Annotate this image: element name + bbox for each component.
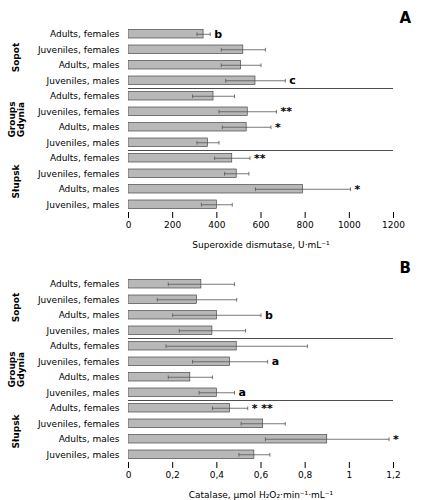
svg-text:A: A [400,9,412,27]
svg-text:Sopot: Sopot [11,292,21,322]
svg-text:Adults, females: Adults, females [50,279,120,289]
svg-text:Juveniles, females: Juveniles, females [37,295,120,305]
svg-text:Sopot: Sopot [11,42,21,72]
svg-text:**: ** [280,105,292,118]
svg-text:Juveniles, males: Juveniles, males [46,450,120,460]
svg-text:0,6: 0,6 [254,470,269,480]
svg-text:Adults, females: Adults, females [50,91,120,101]
svg-text:Adults, females: Adults, females [50,341,120,351]
svg-text:B: B [400,259,411,277]
svg-text:Adults, males: Adults, males [59,372,120,382]
svg-text:*: * [275,121,281,134]
svg-text:Adults, males: Adults, males [59,310,120,320]
svg-text:Adults, males: Adults, males [59,60,120,70]
svg-text:Słupsk: Słupsk [11,413,21,448]
svg-text:Catalase, μmol H₂O₂·min⁻¹·mL⁻¹: Catalase, μmol H₂O₂·min⁻¹·mL⁻¹ [189,490,334,500]
svg-text:b: b [265,309,273,322]
svg-text:1000: 1000 [338,220,361,230]
svg-text:Juveniles, males: Juveniles, males [46,200,120,210]
svg-text:Adults, females: Adults, females [50,153,120,163]
svg-text:800: 800 [297,220,314,230]
svg-text:*: * [354,183,360,196]
svg-text:Adults, males: Adults, males [59,184,120,194]
svg-text:Słupsk: Słupsk [11,163,21,198]
svg-text:0,4: 0,4 [210,470,225,480]
svg-text:200: 200 [164,220,181,230]
svg-text:Juveniles, males: Juveniles, males [46,326,120,336]
svg-text:0,2: 0,2 [166,470,180,480]
svg-text:0: 0 [126,470,132,480]
svg-text:Juveniles, females: Juveniles, females [37,169,120,179]
svg-text:600: 600 [252,220,269,230]
svg-text:GroupsGdynia: GroupsGdynia [7,101,26,137]
svg-text:Adults, males: Adults, males [59,122,120,132]
svg-text:400: 400 [208,220,225,230]
svg-text:Juveniles, males: Juveniles, males [46,76,120,86]
svg-text:Adults, females: Adults, females [50,403,120,413]
svg-text:1: 1 [346,470,352,480]
svg-text:a: a [239,386,246,399]
svg-text:c: c [289,74,296,87]
svg-text:Superoxide dismutase, U·mL⁻¹: Superoxide dismutase, U·mL⁻¹ [192,240,330,250]
svg-text:**: ** [254,152,266,165]
svg-text:Juveniles, females: Juveniles, females [37,357,120,367]
svg-text:0: 0 [126,220,132,230]
svg-text:Juveniles, females: Juveniles, females [37,419,120,429]
svg-text:Juveniles, males: Juveniles, males [46,138,120,148]
svg-text:a: a [272,355,279,368]
svg-text:1200: 1200 [382,220,405,230]
svg-text:Adults, females: Adults, females [50,29,120,39]
svg-text:0,8: 0,8 [298,470,313,480]
svg-text:GroupsGdynia: GroupsGdynia [7,351,26,387]
svg-text:Adults, males: Adults, males [59,434,120,444]
svg-text:1,2: 1,2 [386,470,400,480]
svg-text:*: * [393,433,399,446]
svg-text:Juveniles, females: Juveniles, females [37,107,120,117]
svg-text:b: b [214,28,222,41]
svg-text:Juveniles, females: Juveniles, females [37,45,120,55]
svg-text:* **: * ** [252,402,273,415]
svg-text:Juveniles, males: Juveniles, males [46,388,120,398]
